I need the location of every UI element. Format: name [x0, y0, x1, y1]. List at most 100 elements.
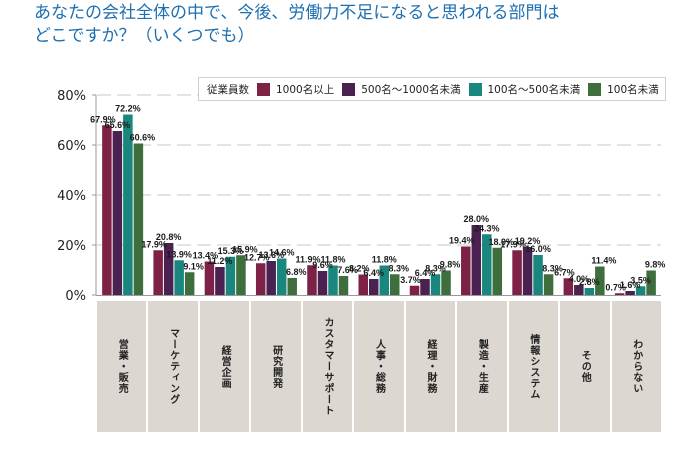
data-label: 2.8% — [579, 277, 600, 287]
category-cell: わからない — [611, 301, 661, 432]
bar — [409, 285, 420, 295]
bar — [287, 278, 297, 295]
bar — [441, 270, 451, 295]
bar — [543, 274, 554, 295]
bar — [646, 270, 656, 295]
data-label: 19.4% — [449, 236, 475, 246]
data-label: 9.8% — [440, 260, 461, 270]
data-label: 65.6% — [105, 120, 131, 130]
bar — [328, 265, 338, 295]
bar — [614, 293, 625, 295]
data-label: 11.2% — [207, 256, 232, 266]
data-label: 9.8% — [645, 260, 666, 270]
bar — [133, 143, 144, 295]
bar — [266, 261, 276, 295]
data-label: 15.3% — [218, 246, 244, 256]
data-label: 8.3% — [388, 263, 409, 273]
category-cell: 情報システム — [508, 301, 559, 432]
data-label: 17.9% — [141, 239, 167, 249]
data-label: 3.5% — [630, 275, 651, 285]
legend-swatch — [588, 82, 602, 96]
legend-item-1000-plus: 1000名以上 — [257, 82, 334, 97]
data-label: 12.7% — [244, 252, 270, 262]
bar — [338, 276, 349, 295]
bar — [420, 279, 430, 295]
data-label: 6.7% — [554, 267, 575, 277]
legend-label: 100名～500名未満 — [487, 83, 581, 96]
bar — [492, 247, 503, 295]
legend-label: 500名～1000名未満 — [361, 83, 461, 96]
data-label: 19.2% — [515, 236, 541, 246]
data-label: 8.3% — [425, 263, 446, 273]
data-label: 0.7% — [605, 282, 626, 292]
category-cell: 経理・財務 — [405, 301, 456, 432]
data-label: 24.3% — [474, 223, 500, 233]
category-label: マーケティング — [167, 328, 179, 405]
bars — [102, 114, 656, 295]
data-label: 28.0% — [464, 214, 490, 224]
data-label: 1.6% — [620, 280, 641, 290]
y-axis: 0% 20% 40% 60% 80% — [57, 89, 661, 304]
legend-item-under-100: 100名未満 — [588, 82, 659, 97]
bar — [512, 250, 522, 295]
data-label: 15.9% — [232, 244, 258, 254]
chart-title-line-2: どこですか？（いくつでも） — [34, 26, 255, 46]
category-label: 経理・財務 — [424, 339, 436, 394]
legend-title: 従業員数 — [207, 83, 249, 96]
data-label: 60.6% — [130, 133, 156, 143]
bar — [184, 272, 195, 295]
category-cell: 経営企画 — [199, 301, 250, 432]
y-tick-label: 60% — [57, 139, 86, 154]
legend-item-100-500: 100名～500名未満 — [468, 82, 581, 97]
bar — [358, 274, 368, 295]
y-tick-label: 40% — [57, 189, 86, 204]
data-label: 9.1% — [183, 261, 204, 271]
bar — [595, 266, 605, 295]
data-label: 7.6% — [337, 265, 358, 275]
bar — [482, 234, 492, 295]
bar — [584, 288, 595, 295]
data-label: 11.8% — [320, 255, 345, 265]
bar — [390, 274, 400, 295]
bar — [430, 274, 441, 295]
data-label: 8.2% — [349, 264, 370, 274]
bar — [112, 131, 123, 295]
chart-title: あなたの会社全体の中で、今後、労働力不足になると思われる部門は どこですか？（い… — [34, 2, 559, 48]
bar — [102, 125, 112, 295]
data-label: 20.8% — [156, 232, 182, 242]
legend: 従業員数 1000名以上 500名～1000名未満 100名～500名未満 10… — [198, 77, 666, 101]
bar — [533, 255, 543, 295]
category-cell: マーケティング — [148, 301, 198, 432]
bar — [215, 267, 225, 295]
legend-swatch — [257, 82, 270, 96]
category-label: カスタマーサポート — [322, 317, 334, 416]
data-label: 13.6% — [258, 250, 284, 260]
data-label: 17.9% — [500, 239, 526, 249]
data-label: 8.3% — [542, 263, 563, 273]
data-label: 11.8% — [372, 255, 397, 265]
bar — [307, 265, 317, 295]
category-label: わからない — [630, 339, 642, 394]
data-label: 11.9% — [295, 254, 320, 264]
legend-label: 100名未満 — [607, 83, 659, 96]
bar — [471, 225, 482, 295]
category-label: その他 — [579, 350, 591, 383]
category-label: 営業・販売 — [116, 339, 128, 394]
bar — [563, 278, 574, 295]
data-label: 6.4% — [363, 268, 384, 278]
data-label: 72.2% — [115, 104, 141, 114]
bar — [174, 260, 184, 295]
category-cell: その他 — [560, 301, 610, 432]
chart-title-line-1: あなたの会社全体の中で、今後、労働力不足になると思われる部門は — [34, 3, 560, 23]
data-label: 4.0% — [569, 274, 590, 284]
bar — [461, 246, 471, 295]
bar — [379, 265, 389, 295]
data-label: 67.9% — [90, 114, 116, 124]
bar — [225, 256, 236, 295]
data-label: 18.9% — [489, 237, 515, 247]
category-cell: 製造・生産 — [457, 301, 507, 432]
category-cell: 営業・販売 — [97, 301, 147, 432]
bar — [276, 258, 287, 295]
bar — [522, 247, 533, 295]
